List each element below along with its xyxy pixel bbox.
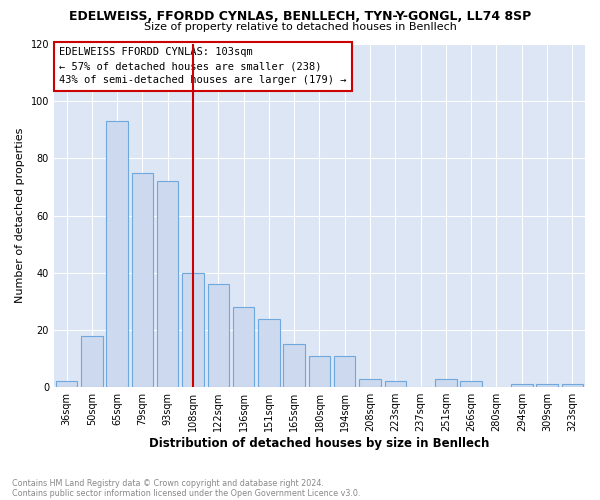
Bar bbox=[435, 378, 457, 387]
Text: EDELWEISS, FFORDD CYNLAS, BENLLECH, TYN-Y-GONGL, LL74 8SP: EDELWEISS, FFORDD CYNLAS, BENLLECH, TYN-… bbox=[69, 10, 531, 23]
Bar bbox=[562, 384, 583, 387]
Y-axis label: Number of detached properties: Number of detached properties bbox=[15, 128, 25, 304]
Bar bbox=[56, 382, 77, 387]
Bar bbox=[157, 182, 178, 387]
Bar bbox=[258, 318, 280, 387]
Bar bbox=[309, 356, 330, 387]
Text: Contains HM Land Registry data © Crown copyright and database right 2024.: Contains HM Land Registry data © Crown c… bbox=[12, 478, 324, 488]
Bar bbox=[460, 382, 482, 387]
Bar bbox=[81, 336, 103, 387]
X-axis label: Distribution of detached houses by size in Benllech: Distribution of detached houses by size … bbox=[149, 437, 490, 450]
Bar bbox=[536, 384, 558, 387]
Bar bbox=[283, 344, 305, 387]
Text: Contains public sector information licensed under the Open Government Licence v3: Contains public sector information licen… bbox=[12, 488, 361, 498]
Bar bbox=[334, 356, 355, 387]
Bar bbox=[385, 382, 406, 387]
Bar bbox=[233, 307, 254, 387]
Text: EDELWEISS FFORDD CYNLAS: 103sqm
← 57% of detached houses are smaller (238)
43% o: EDELWEISS FFORDD CYNLAS: 103sqm ← 57% of… bbox=[59, 48, 347, 86]
Text: Size of property relative to detached houses in Benllech: Size of property relative to detached ho… bbox=[143, 22, 457, 32]
Bar bbox=[182, 273, 204, 387]
Bar bbox=[511, 384, 533, 387]
Bar bbox=[131, 172, 153, 387]
Bar bbox=[359, 378, 381, 387]
Bar bbox=[208, 284, 229, 387]
Bar bbox=[106, 121, 128, 387]
